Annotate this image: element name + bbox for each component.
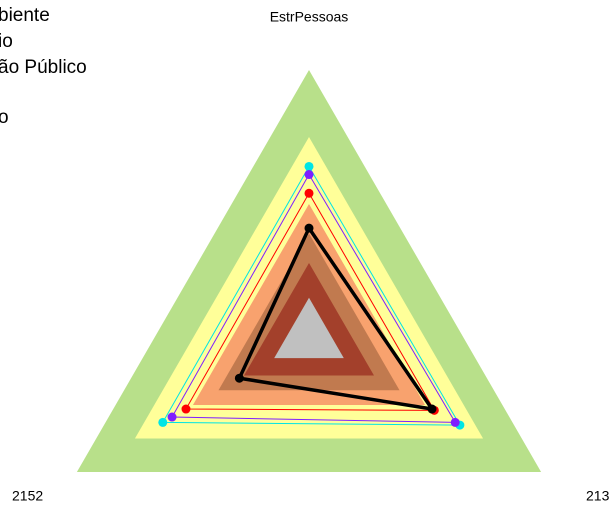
axis-label: EstrPessoas — [270, 9, 349, 25]
series-point — [304, 223, 314, 233]
series-point — [167, 412, 177, 422]
series-point — [450, 417, 460, 427]
series-line — [161, 165, 461, 426]
legend-text: biente — [0, 5, 50, 26]
series-line — [171, 173, 457, 423]
series-line — [236, 224, 436, 412]
band — [274, 297, 344, 359]
series-point — [234, 373, 244, 383]
legend-text: io — [0, 31, 13, 52]
series-point — [304, 161, 314, 171]
series-point — [181, 404, 191, 414]
series-point — [158, 417, 168, 427]
axis-label: 2152 — [12, 488, 43, 504]
legend-text: ão Público — [0, 57, 87, 78]
series-point — [304, 170, 314, 180]
series-point — [304, 188, 314, 198]
legend-text: o — [0, 107, 9, 128]
series-line — [185, 192, 436, 411]
series-point — [427, 404, 437, 414]
